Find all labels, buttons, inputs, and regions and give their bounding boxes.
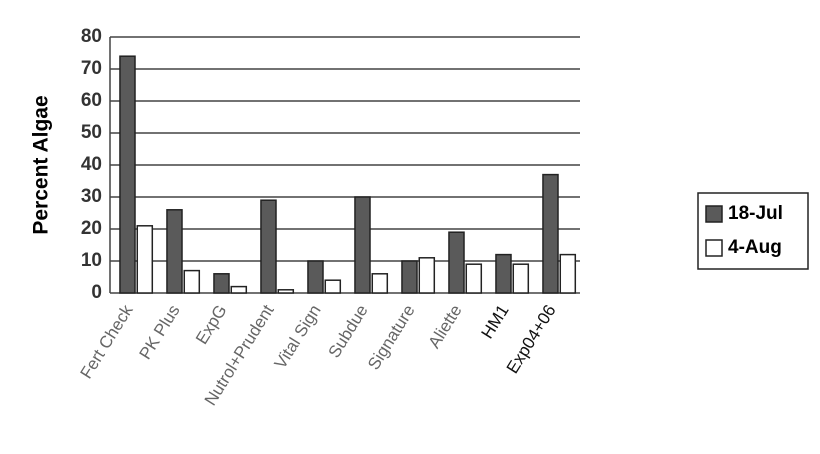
x-tick-label: Signature (364, 301, 419, 373)
y-tick-label: 60 (81, 90, 102, 111)
y-tick-label: 10 (81, 250, 102, 271)
bar (307, 260, 324, 294)
bar (324, 279, 342, 294)
bar (448, 231, 465, 294)
bar (401, 260, 418, 294)
y-tick-label: 20 (81, 218, 102, 239)
y-axis-label: Percent Algae (30, 95, 53, 234)
bar (136, 225, 154, 294)
x-tick-label: Aliette (425, 301, 466, 351)
bar (260, 199, 277, 294)
x-tick-label: HM1 (478, 301, 513, 342)
y-tick-label: 80 (81, 26, 102, 47)
y-tick-label: 0 (91, 282, 102, 303)
bar (559, 253, 577, 294)
bar (119, 55, 136, 294)
y-tick-label: 30 (81, 186, 102, 207)
bar (277, 289, 295, 294)
bar (213, 273, 230, 294)
bar (183, 269, 201, 294)
bar (230, 285, 248, 294)
bar (495, 253, 512, 294)
bar (354, 196, 371, 294)
x-tick-label: Fert Check (77, 301, 137, 382)
legend-swatch (705, 205, 723, 223)
bar (371, 273, 389, 294)
legend-label: 18-Jul (728, 203, 783, 224)
y-tick-label: 50 (81, 122, 102, 143)
legend-swatch (705, 239, 723, 257)
bar (418, 257, 436, 294)
bar (512, 263, 530, 294)
x-tick-label: Vital Sign (271, 301, 325, 372)
bar (166, 209, 183, 294)
x-tick-label: Subdue (325, 301, 372, 361)
x-tick-label: ExpG (192, 301, 231, 347)
bar (542, 173, 559, 294)
legend-label: 4-Aug (728, 237, 782, 258)
bar (465, 263, 483, 294)
x-tick-label: PK Plus (136, 301, 184, 362)
y-tick-label: 40 (81, 154, 102, 175)
y-tick-label: 70 (81, 58, 102, 79)
